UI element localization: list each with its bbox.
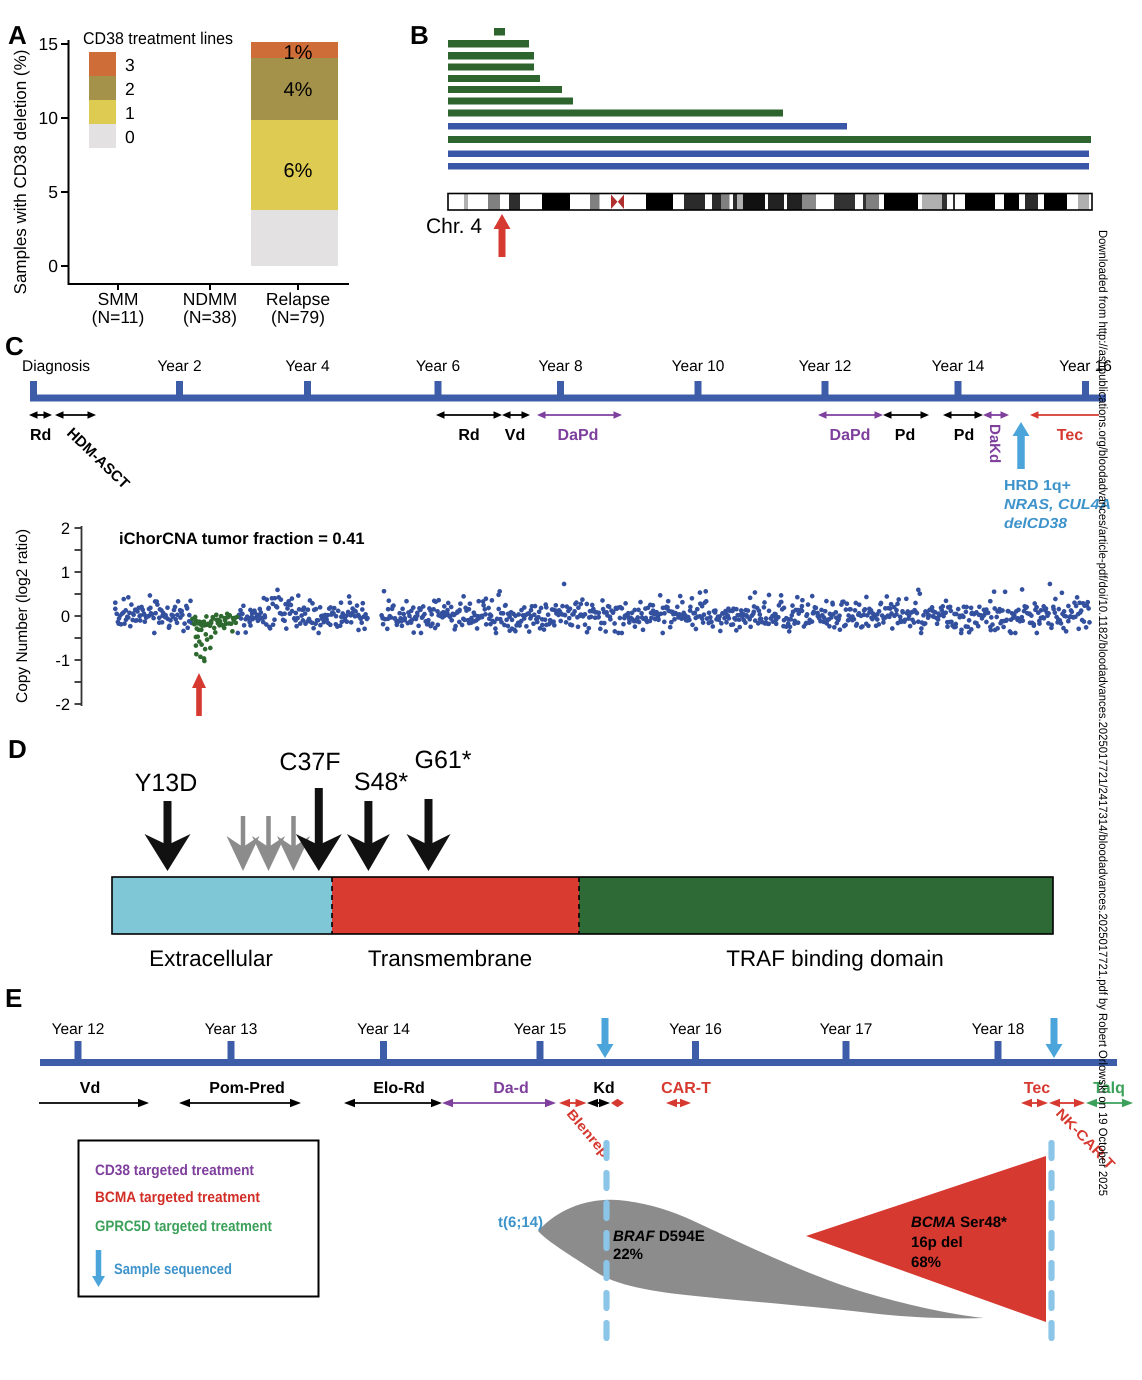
svg-text:Year 18: Year 18 (972, 1021, 1025, 1038)
svg-text:22%: 22% (613, 1246, 643, 1263)
svg-text:1%: 1% (284, 42, 313, 64)
svg-text:BRAF D594E: BRAF D594E (613, 1228, 705, 1245)
svg-text:Extracellular: Extracellular (149, 946, 273, 971)
svg-text:Year 12: Year 12 (52, 1021, 105, 1038)
svg-text:E: E (5, 983, 22, 1013)
svg-text:5: 5 (48, 182, 58, 202)
svg-text:Copy Number (log2 ratio): Copy Number (log2 ratio) (14, 529, 31, 703)
svg-text:Year 13: Year 13 (205, 1021, 258, 1038)
svg-text:delCD38: delCD38 (1004, 516, 1068, 532)
svg-text:NRAS, CUL4A: NRAS, CUL4A (1004, 497, 1111, 513)
svg-text:Year 16: Year 16 (1059, 358, 1112, 375)
svg-text:A: A (8, 20, 27, 50)
svg-text:Da-d: Da-d (493, 1080, 529, 1097)
svg-text:B: B (410, 20, 429, 50)
svg-text:Tec: Tec (1057, 427, 1083, 444)
svg-text:2: 2 (125, 79, 135, 99)
svg-text:Year 17: Year 17 (820, 1021, 873, 1038)
svg-text:6%: 6% (284, 160, 313, 182)
svg-text:HRD 1q+: HRD 1q+ (1004, 478, 1071, 494)
svg-text:S48*: S48* (354, 768, 408, 796)
svg-text:Vd: Vd (505, 427, 525, 444)
svg-text:3: 3 (125, 55, 135, 75)
svg-text:Year 14: Year 14 (932, 358, 985, 375)
svg-text:Samples with CD38 deletion (%): Samples with CD38 deletion (%) (11, 50, 30, 295)
svg-text:Y13D: Y13D (135, 769, 198, 797)
svg-text:Downloaded from http://ashpubl: Downloaded from http://ashpublications.o… (1096, 230, 1110, 1196)
svg-text:Year 2: Year 2 (157, 358, 201, 375)
svg-text:2: 2 (61, 520, 70, 538)
svg-text:-1: -1 (55, 652, 70, 670)
svg-text:16p del: 16p del (911, 1234, 963, 1251)
svg-text:Pd: Pd (954, 427, 974, 444)
svg-text:BCMA targeted treatment: BCMA targeted treatment (95, 1189, 260, 1206)
svg-text:0: 0 (48, 256, 58, 276)
svg-text:Transmembrane: Transmembrane (368, 946, 532, 971)
svg-text:CD38 treatment lines: CD38 treatment lines (83, 29, 233, 48)
svg-text:Chr. 4: Chr. 4 (426, 215, 482, 238)
svg-text:CD38 targeted treatment: CD38 targeted treatment (95, 1162, 254, 1179)
svg-text:1: 1 (61, 564, 70, 582)
svg-text:Year 16: Year 16 (669, 1021, 722, 1038)
svg-text:Pom-Pred: Pom-Pred (209, 1080, 285, 1097)
svg-text:CAR-T: CAR-T (661, 1080, 711, 1097)
svg-text:DaPd: DaPd (558, 427, 599, 444)
svg-text:Year 12: Year 12 (799, 358, 852, 375)
svg-text:68%: 68% (911, 1254, 941, 1271)
svg-text:G61*: G61* (415, 746, 472, 774)
svg-text:Year 4: Year 4 (285, 358, 330, 375)
svg-text:(N=11): (N=11) (92, 307, 145, 327)
svg-text:(N=38): (N=38) (183, 307, 237, 327)
svg-text:t(6;14): t(6;14) (498, 1214, 543, 1231)
svg-text:DaPd: DaPd (830, 427, 871, 444)
svg-text:D: D (8, 734, 27, 764)
svg-text:0: 0 (125, 127, 135, 147)
svg-text:-2: -2 (55, 696, 70, 714)
svg-text:Vd: Vd (80, 1080, 100, 1097)
svg-text:Year 14: Year 14 (357, 1021, 410, 1038)
svg-text:(N=79): (N=79) (271, 307, 325, 327)
svg-text:15: 15 (39, 34, 58, 54)
svg-text:iChorCNA tumor fraction = 0.41: iChorCNA tumor fraction = 0.41 (119, 530, 365, 548)
svg-text:Elo-Rd: Elo-Rd (373, 1080, 425, 1097)
svg-text:Rd: Rd (458, 427, 479, 444)
svg-text:Year 8: Year 8 (538, 358, 582, 375)
svg-text:BCMA Ser48*: BCMA Ser48* (911, 1214, 1007, 1231)
svg-text:TRAF binding domain: TRAF binding domain (726, 946, 944, 971)
svg-text:Rd: Rd (30, 427, 51, 444)
svg-text:Year 10: Year 10 (672, 358, 725, 375)
svg-text:Sample sequenced: Sample sequenced (114, 1261, 232, 1278)
svg-text:Diagnosis: Diagnosis (22, 358, 90, 375)
svg-text:Relapse: Relapse (266, 289, 330, 309)
svg-text:C37F: C37F (279, 748, 340, 776)
svg-text:SMM: SMM (98, 289, 139, 309)
svg-text:1: 1 (125, 103, 135, 123)
svg-text:NDMM: NDMM (183, 289, 237, 309)
svg-text:10: 10 (39, 108, 59, 128)
svg-text:GPRC5D targeted treatment: GPRC5D targeted treatment (95, 1218, 272, 1235)
svg-text:Kd: Kd (593, 1080, 614, 1097)
svg-text:DaKd: DaKd (986, 424, 1003, 463)
svg-text:Year 6: Year 6 (416, 358, 460, 375)
svg-text:C: C (5, 331, 24, 361)
svg-text:Pd: Pd (895, 427, 915, 444)
svg-text:Year 15: Year 15 (514, 1021, 567, 1038)
svg-text:Tec: Tec (1024, 1080, 1050, 1097)
svg-text:4%: 4% (284, 79, 313, 101)
svg-text:Talq: Talq (1093, 1080, 1125, 1097)
svg-text:0: 0 (61, 608, 70, 626)
